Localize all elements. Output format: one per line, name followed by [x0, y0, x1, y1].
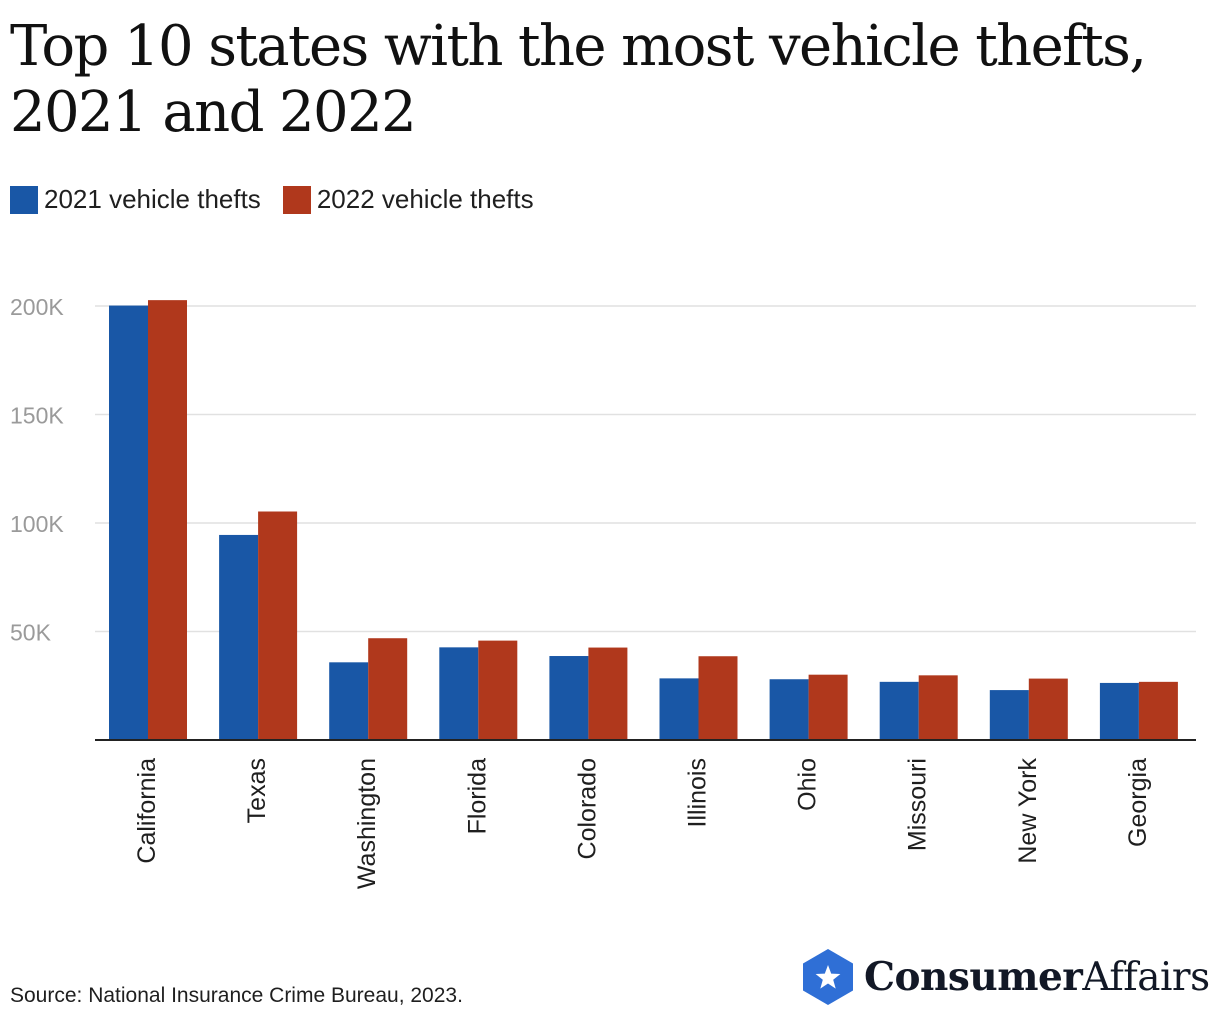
bar-2021-texas — [219, 534, 259, 740]
x-tick-label: Washington — [353, 758, 381, 889]
brand-name-bold: Consumer — [864, 954, 1083, 1000]
bar-2021-florida — [439, 647, 479, 740]
x-tick-label: California — [133, 758, 161, 864]
legend-label-2022: 2022 vehicle thefts — [316, 184, 534, 214]
bar-2021-california — [109, 305, 148, 740]
bar-2021-missouri — [879, 681, 919, 740]
bar-2022-new-york — [1028, 678, 1068, 740]
x-tick-label: Florida — [463, 758, 491, 835]
y-tick-label: 200K — [10, 294, 64, 320]
y-tick-label: 100K — [10, 511, 64, 537]
bar-2021-illinois — [659, 678, 699, 740]
bar-2022-illinois — [698, 656, 738, 740]
source-note: Source: National Insurance Crime Bureau,… — [10, 984, 463, 1007]
x-tick-label: Ohio — [794, 758, 822, 811]
x-tick-label: Missouri — [904, 758, 932, 851]
x-tick-label: Colorado — [573, 758, 601, 859]
bar-2021-georgia — [1099, 682, 1139, 740]
brand-name: ConsumerAffairs — [864, 954, 1210, 1000]
bar-2022-georgia — [1138, 681, 1178, 740]
legend-item-2021: 2021 vehicle thefts — [10, 184, 261, 215]
bar-2021-ohio — [769, 679, 809, 740]
x-tick-label: Illinois — [684, 758, 712, 827]
legend-label-2021: 2021 vehicle thefts — [44, 184, 261, 214]
legend-swatch-2022 — [282, 185, 311, 214]
x-tick-label: New York — [1014, 758, 1042, 864]
bar-chart: 50K 100K 150K 200K California Texas Washington… — [10, 294, 1196, 889]
bar-2021-washington — [329, 662, 369, 740]
bar-2021-colorado — [549, 656, 589, 740]
star-hexagon-icon — [803, 949, 853, 1005]
x-tick-label: Texas — [243, 758, 271, 823]
bar-2022-california — [148, 300, 187, 740]
bar-2022-washington — [368, 638, 408, 740]
legend: 2021 vehicle thefts 2022 vehicle thefts — [10, 184, 556, 215]
y-tick-label: 50K — [10, 620, 52, 646]
legend-swatch-2021 — [10, 185, 38, 214]
bar-2022-missouri — [918, 675, 958, 740]
bar-2021-new-york — [989, 690, 1029, 740]
bar-2022-ohio — [808, 674, 848, 740]
bar-2022-florida — [478, 640, 518, 740]
y-tick-label: 150K — [10, 403, 64, 429]
chart-title: Top 10 states with the most vehicle thef… — [10, 14, 1147, 145]
legend-item-2022: 2022 vehicle thefts — [282, 184, 534, 215]
brand-logo: ConsumerAffairs — [802, 948, 1210, 1006]
bar-2022-texas — [258, 511, 298, 740]
brand-name-light: Affairs — [1082, 955, 1210, 1000]
x-tick-label: Georgia — [1124, 758, 1152, 847]
bar-2022-colorado — [588, 647, 628, 740]
